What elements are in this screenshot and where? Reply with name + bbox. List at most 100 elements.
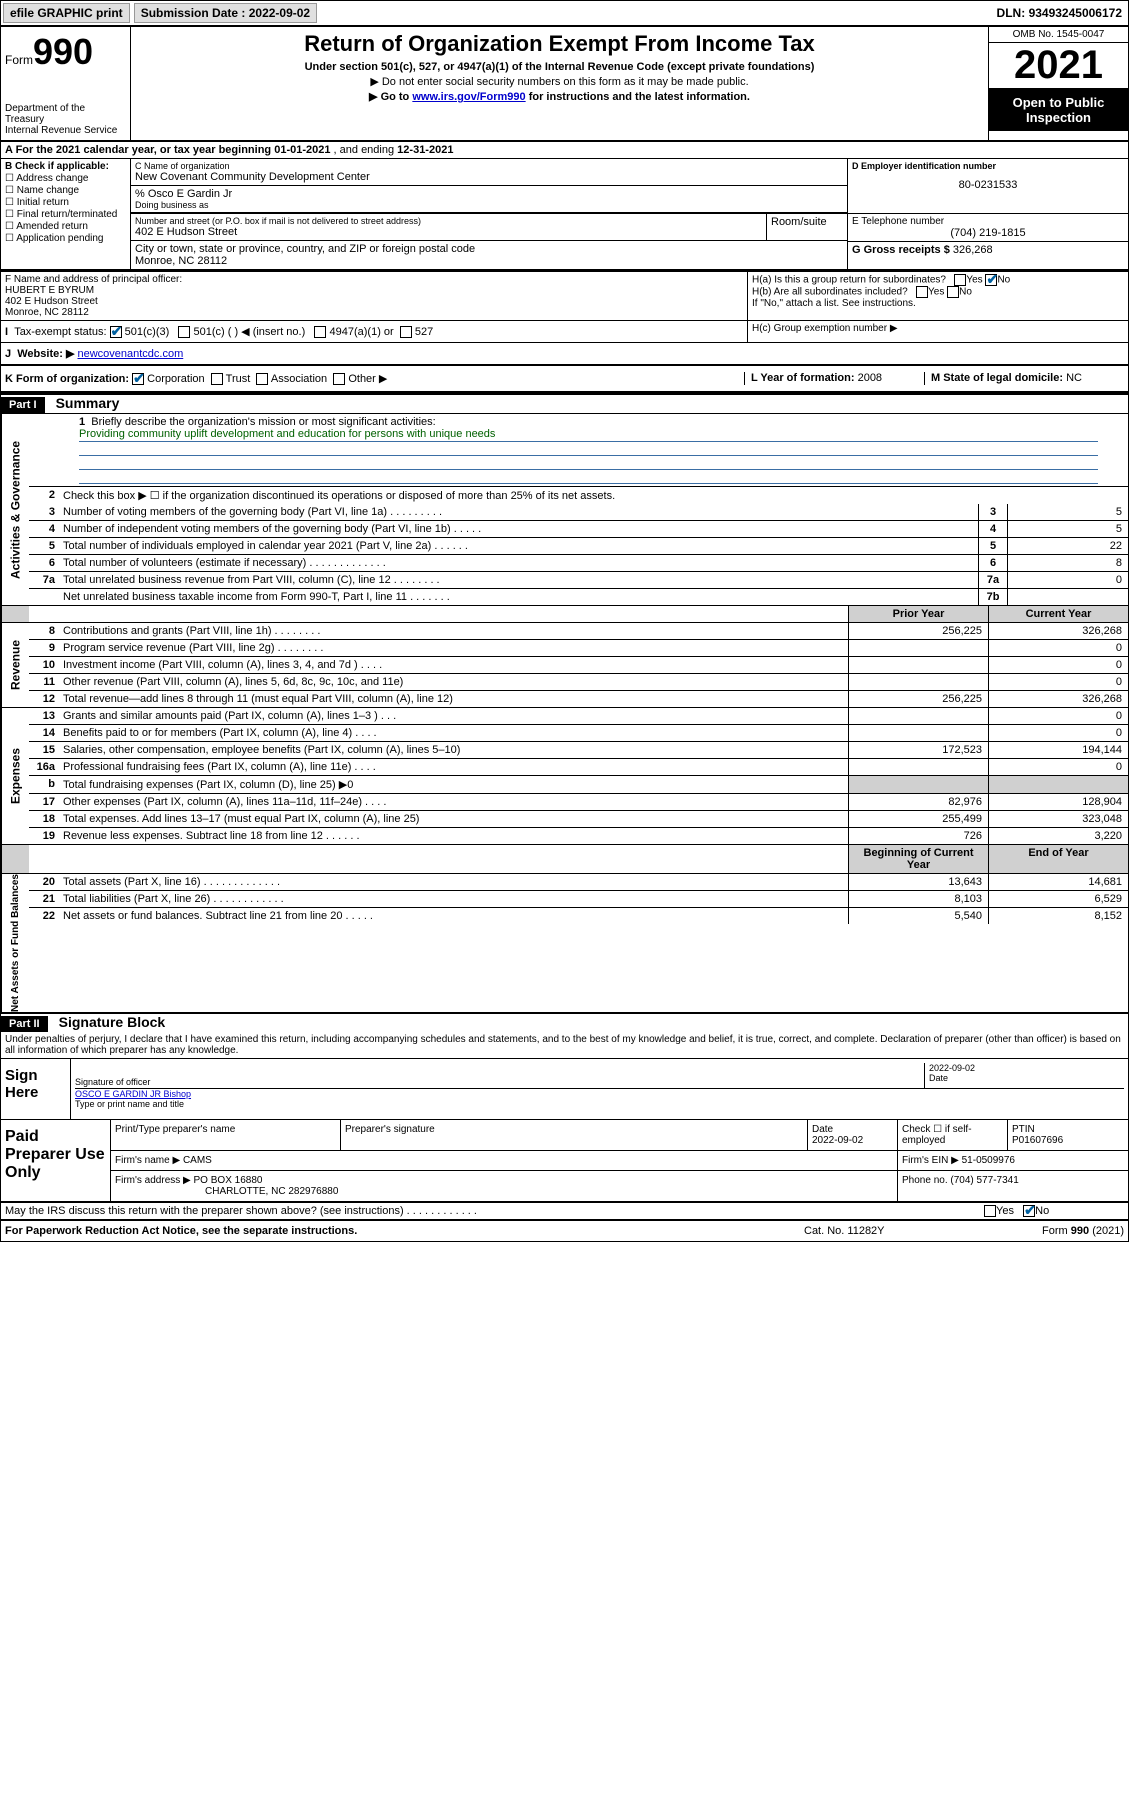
line-box: 7a xyxy=(978,572,1008,588)
row-j: J Website: ▶ newcovenantcdc.com xyxy=(1,342,1128,365)
chk-initial-return[interactable]: ☐ Initial return xyxy=(5,197,126,208)
col-end-year: End of Year xyxy=(988,845,1128,873)
form-designation: Form 990 (2021) xyxy=(964,1225,1124,1237)
line-desc: Revenue less expenses. Subtract line 18 … xyxy=(59,828,848,844)
chk-name-change[interactable]: ☐ Name change xyxy=(5,185,126,196)
paperwork-notice: For Paperwork Reduction Act Notice, see … xyxy=(5,1225,804,1237)
table-row: 7a Total unrelated business revenue from… xyxy=(29,572,1128,589)
prior-year-value: 5,540 xyxy=(848,908,988,924)
efile-print-button[interactable]: efile GRAPHIC print xyxy=(3,3,130,23)
hb-no-checkbox[interactable] xyxy=(947,286,959,298)
table-row: 9 Program service revenue (Part VIII, li… xyxy=(29,640,1128,657)
chk-address-change[interactable]: ☐ Address change xyxy=(5,173,126,184)
header-center: Return of Organization Exempt From Incom… xyxy=(131,27,988,140)
chk-corporation[interactable] xyxy=(132,373,144,385)
irs-link[interactable]: www.irs.gov/Form990 xyxy=(412,91,525,103)
header-right: OMB No. 1545-0047 2021 Open to Public In… xyxy=(988,27,1128,140)
table-row: 4 Number of independent voting members o… xyxy=(29,521,1128,538)
expenses-section: Expenses 13 Grants and similar amounts p… xyxy=(1,707,1128,844)
row-a-label: A For the 2021 calendar year, or tax yea… xyxy=(5,144,274,156)
org-name: New Covenant Community Development Cente… xyxy=(135,171,843,183)
chk-amended-return[interactable]: ☐ Amended return xyxy=(5,221,126,232)
mission-block: 1 Briefly describe the organization's mi… xyxy=(29,414,1128,486)
prior-year-value xyxy=(848,674,988,690)
chk-association[interactable] xyxy=(256,373,268,385)
sub3-post: for instructions and the latest informat… xyxy=(526,91,750,103)
line-num: 5 xyxy=(29,538,59,554)
submission-date-button[interactable]: Submission Date : 2022-09-02 xyxy=(134,3,317,23)
line-desc: Number of voting members of the governin… xyxy=(59,504,978,520)
submission-label: Submission Date : xyxy=(141,6,246,20)
prior-year-value xyxy=(848,776,988,793)
form-word: Form xyxy=(5,53,33,67)
chk-501c[interactable] xyxy=(178,326,190,338)
net-assets-section: Net Assets or Fund Balances 20 Total ass… xyxy=(1,874,1128,1012)
sidebar-activities-gov: Activities & Governance xyxy=(1,414,29,605)
ha-no-checkbox[interactable] xyxy=(985,274,997,286)
line-box: 7b xyxy=(978,589,1008,605)
line-desc: Total expenses. Add lines 13–17 (must eq… xyxy=(59,811,848,827)
may-irs-yes-checkbox[interactable] xyxy=(984,1205,996,1217)
line-num: 12 xyxy=(29,691,59,707)
current-year-value: 3,220 xyxy=(988,828,1128,844)
line-2-desc: Check this box ▶ ☐ if the organization d… xyxy=(59,487,1128,504)
opt: Amended return xyxy=(16,221,88,232)
prior-year-value xyxy=(848,759,988,775)
line-value: 5 xyxy=(1008,521,1128,537)
yes: Yes xyxy=(996,1205,1014,1217)
line-num: b xyxy=(29,776,59,793)
header-left: Form990 Department of the Treasury Inter… xyxy=(1,27,131,140)
name-ein-row: C Name of organization New Covenant Comm… xyxy=(131,159,1128,213)
chk-application-pending[interactable]: ☐ Application pending xyxy=(5,233,126,244)
line-value xyxy=(1008,589,1128,605)
current-year-value: 0 xyxy=(988,657,1128,673)
d-ein-hint: D Employer identification number xyxy=(852,161,1124,171)
line-desc: Salaries, other compensation, employee b… xyxy=(59,742,848,758)
chk-527[interactable] xyxy=(400,326,412,338)
chk-501c3[interactable] xyxy=(110,326,122,338)
section-j-website: J Website: ▶ newcovenantcdc.com xyxy=(1,343,1128,364)
line-desc: Number of independent voting members of … xyxy=(59,521,978,537)
current-year-value: 326,268 xyxy=(988,691,1128,707)
part-i-summary: Part I Summary Activities & Governance 1… xyxy=(1,393,1128,1012)
line-desc: Total fundraising expenses (Part IX, col… xyxy=(59,776,848,793)
section-m-state: M State of legal domicile: NC xyxy=(924,372,1124,385)
website-link[interactable]: newcovenantcdc.com xyxy=(77,348,183,360)
firm-phone-label: Phone no. xyxy=(902,1175,948,1186)
year-end: 12-31-2021 xyxy=(397,144,453,156)
opt-4947: 4947(a)(1) or xyxy=(330,326,394,338)
line-desc: Total liabilities (Part X, line 26) . . … xyxy=(59,891,848,907)
page-footer: For Paperwork Reduction Act Notice, see … xyxy=(1,1221,1128,1241)
ha-yes-checkbox[interactable] xyxy=(954,274,966,286)
officer-name-link[interactable]: OSCO E GARDIN JR Bishop xyxy=(75,1089,191,1099)
part-i-tag: Part I xyxy=(1,397,45,413)
chk-other[interactable] xyxy=(333,373,345,385)
mission-blank-3 xyxy=(79,470,1098,484)
part-i-title: Summary xyxy=(48,393,128,413)
row-i-hc: I Tax-exempt status: 501(c)(3) 501(c) ( … xyxy=(1,320,1128,342)
line-value: 22 xyxy=(1008,538,1128,554)
sub3-pre: ▶ Go to xyxy=(369,91,412,103)
line-num: 22 xyxy=(29,908,59,924)
line-desc: Grants and similar amounts paid (Part IX… xyxy=(59,708,848,724)
section-b-checkboxes: B Check if applicable: ☐ Address change … xyxy=(1,159,131,269)
hb-yes-checkbox[interactable] xyxy=(916,286,928,298)
officer-name: HUBERT E BYRUM xyxy=(5,285,743,296)
may-irs-no-checkbox[interactable] xyxy=(1023,1205,1035,1217)
yes: Yes xyxy=(966,275,982,286)
line-box: 5 xyxy=(978,538,1008,554)
line-num xyxy=(29,589,59,605)
part-ii-signature: Part II Signature Block Under penalties … xyxy=(1,1012,1128,1221)
addr-hint: Number and street (or P.O. box if mail i… xyxy=(135,216,762,226)
subtitle-2: ▶ Do not enter social security numbers o… xyxy=(135,75,984,88)
current-year-value: 128,904 xyxy=(988,794,1128,810)
no: No xyxy=(997,275,1010,286)
line-desc: Total revenue—add lines 8 through 11 (mu… xyxy=(59,691,848,707)
sidebar-spacer xyxy=(1,606,29,622)
activities-governance-section: Activities & Governance 1 Briefly descri… xyxy=(1,414,1128,605)
line-desc: Total assets (Part X, line 16) . . . . .… xyxy=(59,874,848,890)
chk-4947[interactable] xyxy=(314,326,326,338)
chk-trust[interactable] xyxy=(211,373,223,385)
chk-final-return[interactable]: ☐ Final return/terminated xyxy=(5,209,126,220)
sidebar-spacer2 xyxy=(1,845,29,873)
